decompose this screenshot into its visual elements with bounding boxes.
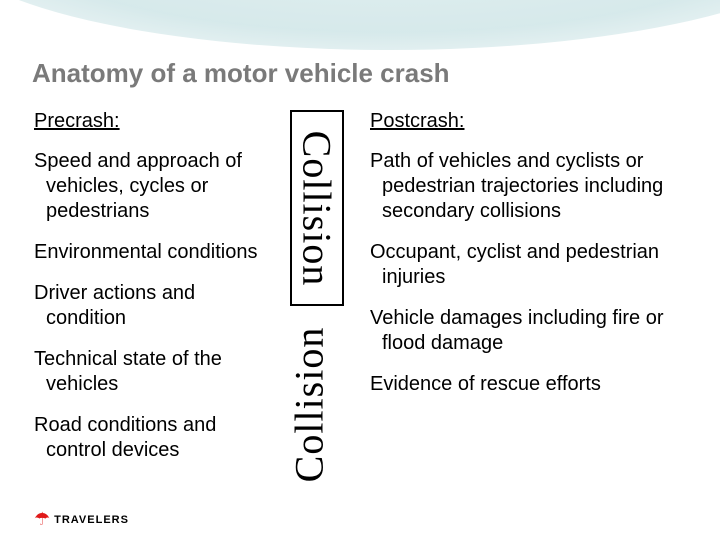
precrash-item: Road conditions and control devices bbox=[34, 413, 274, 463]
brand-name: TRAVELERS bbox=[54, 514, 129, 526]
postcrash-item: Occupant, cyclist and pedestrian injurie… bbox=[370, 240, 686, 290]
precrash-item: Driver actions and condition bbox=[34, 281, 274, 331]
collision-box-bottom: Collision bbox=[282, 308, 336, 500]
content-area: Precrash: Speed and approach of vehicles… bbox=[34, 110, 686, 500]
postcrash-column: Postcrash: Path of vehicles and cyclists… bbox=[356, 110, 686, 500]
umbrella-icon: ☂ bbox=[34, 509, 50, 530]
collision-column: Collision Collision bbox=[282, 110, 356, 500]
collision-box-top: Collision bbox=[290, 110, 344, 306]
precrash-item: Speed and approach of vehicles, cycles o… bbox=[34, 149, 274, 224]
slide-title: Anatomy of a motor vehicle crash bbox=[32, 58, 450, 89]
brand-logo: ☂ TRAVELERS bbox=[34, 509, 129, 530]
postcrash-item: Path of vehicles and cyclists or pedestr… bbox=[370, 149, 686, 224]
postcrash-item: Vehicle damages including fire or flood … bbox=[370, 306, 686, 356]
collision-label-top: Collision bbox=[294, 130, 341, 286]
header-arc-decoration bbox=[0, 0, 720, 50]
collision-label-bottom: Collision bbox=[286, 326, 333, 482]
postcrash-heading: Postcrash: bbox=[370, 110, 686, 133]
precrash-column: Precrash: Speed and approach of vehicles… bbox=[34, 110, 282, 500]
precrash-heading: Precrash: bbox=[34, 110, 274, 133]
precrash-item: Environmental conditions bbox=[34, 240, 274, 265]
postcrash-item: Evidence of rescue efforts bbox=[370, 372, 686, 397]
precrash-item: Technical state of the vehicles bbox=[34, 347, 274, 397]
